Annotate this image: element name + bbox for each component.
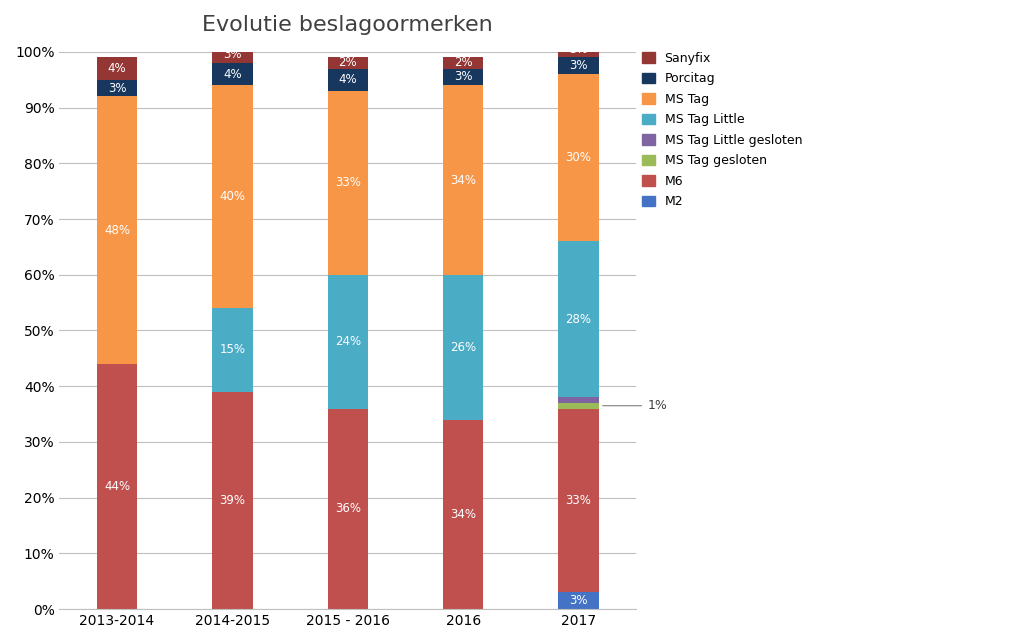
- Bar: [328, 57, 368, 69]
- Bar: [443, 86, 483, 275]
- Bar: [443, 57, 483, 69]
- Bar: [558, 403, 599, 408]
- Bar: [212, 308, 253, 392]
- Text: 24%: 24%: [335, 335, 360, 348]
- Bar: [328, 69, 368, 91]
- Title: Evolutie beslagoormerken: Evolutie beslagoormerken: [203, 15, 494, 35]
- Text: 33%: 33%: [565, 494, 592, 507]
- Text: 39%: 39%: [219, 494, 246, 507]
- Text: 3%: 3%: [569, 594, 588, 607]
- Text: 3%: 3%: [569, 42, 588, 55]
- Text: 3%: 3%: [569, 59, 588, 72]
- Bar: [97, 57, 137, 80]
- Bar: [443, 420, 483, 609]
- Bar: [212, 46, 253, 63]
- Text: 33%: 33%: [335, 176, 360, 189]
- Text: 3%: 3%: [454, 71, 472, 84]
- Bar: [212, 392, 253, 609]
- Text: 26%: 26%: [451, 341, 476, 354]
- Bar: [558, 592, 599, 609]
- Bar: [97, 96, 137, 364]
- Bar: [328, 275, 368, 408]
- Bar: [212, 63, 253, 86]
- Text: 3%: 3%: [223, 48, 242, 61]
- Bar: [558, 74, 599, 241]
- Text: 40%: 40%: [219, 190, 246, 203]
- Bar: [97, 364, 137, 609]
- Bar: [328, 91, 368, 275]
- Text: 30%: 30%: [565, 151, 592, 164]
- Bar: [443, 69, 483, 86]
- Text: 1%: 1%: [603, 399, 667, 412]
- Text: 44%: 44%: [104, 480, 130, 493]
- Text: 2%: 2%: [454, 57, 472, 69]
- Bar: [558, 397, 599, 403]
- Text: 36%: 36%: [335, 502, 360, 515]
- Text: 3%: 3%: [108, 82, 126, 95]
- Text: 34%: 34%: [451, 174, 476, 186]
- Bar: [212, 86, 253, 308]
- Bar: [328, 408, 368, 609]
- Text: 2%: 2%: [339, 57, 357, 69]
- Text: 34%: 34%: [451, 508, 476, 521]
- Bar: [558, 408, 599, 592]
- Text: 4%: 4%: [339, 73, 357, 86]
- Text: 4%: 4%: [108, 62, 126, 75]
- Bar: [443, 275, 483, 420]
- Bar: [558, 41, 599, 57]
- Text: 48%: 48%: [104, 224, 130, 237]
- Bar: [97, 80, 137, 96]
- Text: 15%: 15%: [219, 343, 246, 356]
- Text: 4%: 4%: [223, 68, 242, 80]
- Text: 28%: 28%: [565, 313, 592, 326]
- Bar: [558, 57, 599, 74]
- Bar: [558, 241, 599, 397]
- Legend: Sanyfix, Porcitag, MS Tag, MS Tag Little, MS Tag Little gesloten, MS Tag geslote: Sanyfix, Porcitag, MS Tag, MS Tag Little…: [642, 52, 802, 208]
